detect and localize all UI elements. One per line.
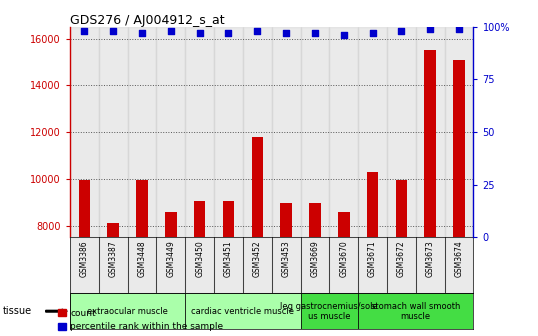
Bar	[70, 237, 99, 293]
Bar	[358, 237, 387, 293]
Bar	[79, 180, 90, 336]
Bar	[301, 237, 329, 293]
Bar	[280, 203, 292, 336]
Bar	[416, 237, 444, 293]
Point	[195, 31, 204, 36]
Bar	[99, 237, 128, 293]
Bar	[185, 293, 301, 329]
Point	[368, 31, 377, 36]
Bar	[136, 180, 148, 336]
Bar	[70, 293, 185, 329]
Bar	[424, 50, 436, 336]
Bar	[70, 27, 99, 237]
Bar	[358, 27, 387, 237]
Bar	[223, 201, 234, 336]
Bar	[301, 27, 329, 237]
Point	[167, 29, 175, 34]
Bar	[185, 27, 214, 237]
Bar	[453, 59, 465, 336]
Bar	[128, 237, 157, 293]
Bar	[358, 293, 473, 329]
Text: GSM3669: GSM3669	[310, 240, 320, 277]
Text: GSM3449: GSM3449	[166, 240, 175, 277]
Point	[138, 31, 146, 36]
Point	[80, 29, 89, 34]
Point	[455, 26, 463, 32]
Point	[109, 29, 117, 34]
Text: GSM3670: GSM3670	[339, 240, 348, 277]
Text: GSM3674: GSM3674	[455, 240, 464, 277]
Bar	[214, 237, 243, 293]
Bar	[272, 27, 301, 237]
Text: cardiac ventricle muscle: cardiac ventricle muscle	[192, 307, 294, 316]
Point	[339, 33, 348, 38]
Bar	[301, 293, 358, 329]
Text: stomach wall smooth
muscle: stomach wall smooth muscle	[371, 301, 461, 321]
Bar	[416, 27, 444, 237]
Bar	[185, 237, 214, 293]
Text: GSM3387: GSM3387	[109, 240, 118, 277]
Point	[397, 29, 406, 34]
Bar	[165, 212, 176, 336]
Bar	[309, 203, 321, 336]
Bar	[157, 237, 185, 293]
Bar	[444, 237, 473, 293]
Legend: count, percentile rank within the sample: count, percentile rank within the sample	[58, 309, 223, 332]
Point	[310, 31, 319, 36]
Text: GSM3671: GSM3671	[368, 240, 377, 277]
Bar	[444, 27, 473, 237]
Bar	[157, 27, 185, 237]
Bar	[194, 201, 206, 336]
Text: GSM3672: GSM3672	[397, 240, 406, 277]
Bar	[272, 237, 301, 293]
Bar	[108, 223, 119, 336]
Bar	[387, 237, 416, 293]
Bar	[243, 27, 272, 237]
Text: GSM3450: GSM3450	[195, 240, 204, 277]
Text: GSM3386: GSM3386	[80, 240, 89, 277]
Bar	[128, 27, 157, 237]
Text: GSM3451: GSM3451	[224, 240, 233, 277]
Text: GSM3448: GSM3448	[138, 240, 146, 277]
Text: GDS276 / AJ004912_s_at: GDS276 / AJ004912_s_at	[70, 14, 224, 27]
Bar	[338, 212, 350, 336]
Text: extraocular muscle: extraocular muscle	[87, 307, 168, 316]
Bar	[395, 180, 407, 336]
Text: GSM3453: GSM3453	[281, 240, 291, 277]
Bar	[329, 27, 358, 237]
Bar	[214, 27, 243, 237]
Bar	[367, 172, 378, 336]
Bar	[251, 137, 263, 336]
Bar	[99, 27, 128, 237]
Text: GSM3673: GSM3673	[426, 240, 435, 277]
Bar	[329, 237, 358, 293]
Bar	[243, 237, 272, 293]
Point	[253, 29, 261, 34]
Text: leg gastrocnemius/sole
us muscle: leg gastrocnemius/sole us muscle	[280, 301, 378, 321]
Point	[224, 31, 233, 36]
Text: GSM3452: GSM3452	[253, 240, 262, 277]
Text: tissue: tissue	[3, 306, 32, 316]
Point	[426, 26, 435, 32]
Bar	[387, 27, 416, 237]
Point	[282, 31, 291, 36]
